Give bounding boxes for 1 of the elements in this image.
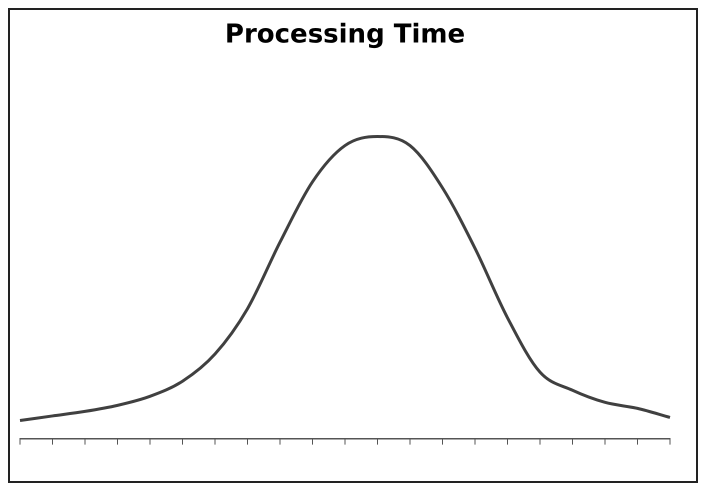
chart-title: Processing Time bbox=[224, 19, 466, 50]
